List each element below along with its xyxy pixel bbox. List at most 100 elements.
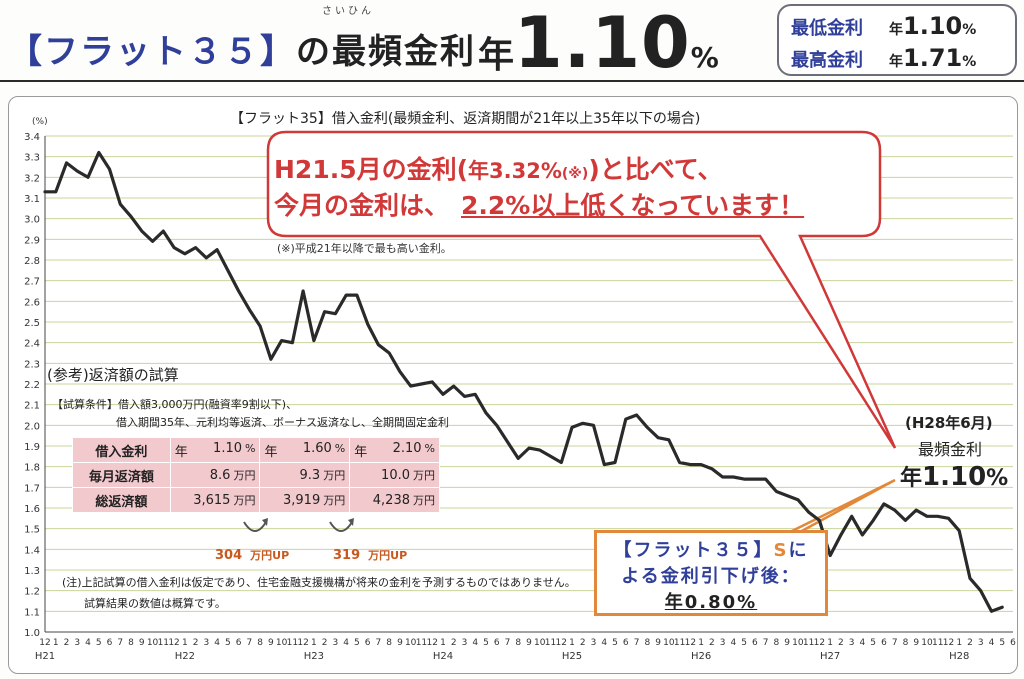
series-layer bbox=[43, 150, 1004, 613]
current-rate: 年1.10% bbox=[900, 460, 1008, 492]
x-tick-label: 3 bbox=[333, 638, 339, 648]
x-tick-label: 10 bbox=[663, 638, 675, 648]
x-tick-label: 9 bbox=[139, 638, 145, 648]
x-year-label: H27 bbox=[820, 651, 840, 662]
y-tick-label: 1.4 bbox=[24, 545, 40, 556]
x-year-label: H23 bbox=[304, 651, 324, 662]
callout-line-2: 今月の金利は、 2.2%以上低くなっています！ bbox=[274, 186, 804, 222]
x-tick-label: 5 bbox=[999, 638, 1005, 648]
x-tick-label: 6 bbox=[107, 638, 113, 648]
callout-bubble bbox=[266, 130, 897, 449]
headline-rate-value: 1.10 bbox=[514, 2, 691, 84]
x-tick-label: 5 bbox=[870, 638, 876, 648]
x-tick-label: 7 bbox=[634, 638, 640, 648]
y-axis-ticks: 1.0 1.1 1.2 1.3 1.4 1.5 1.6 1.7 1.8 1.9 2.0 2.1 2.2 2… bbox=[24, 117, 47, 639]
min-rate-prefix: 年 bbox=[889, 22, 903, 38]
cell-unit: % bbox=[245, 441, 256, 455]
table-cell: 年 1.10% bbox=[169, 437, 261, 463]
x-tick-label: 1 bbox=[569, 638, 575, 648]
x-tick-label: 7 bbox=[763, 638, 769, 648]
y-tick-label: 1.3 bbox=[24, 566, 40, 577]
x-tick-label: 4 bbox=[214, 638, 220, 648]
x-tick-label: 4 bbox=[472, 638, 478, 648]
flat35s-line-2: よる金利引下げ後： bbox=[621, 566, 801, 587]
diff-arrow-2-head bbox=[348, 518, 354, 526]
callout-note: (※)平成21年以降で最も高い金利。 bbox=[277, 242, 452, 255]
x-tick-label: 8 bbox=[515, 638, 521, 648]
table-cell: 3,615 万円 bbox=[169, 487, 261, 513]
table-cell: 年 1.60% bbox=[259, 437, 351, 463]
x-tick-label: 12 bbox=[426, 638, 437, 648]
flat35s-s: S bbox=[773, 540, 789, 561]
y-tick-label: 1.1 bbox=[24, 607, 40, 618]
table-cell: 8.6 万円 bbox=[169, 462, 261, 488]
cell-value: 4,238 bbox=[372, 493, 410, 508]
x-tick-label: 12 bbox=[168, 638, 179, 648]
x-tick-label: 12 bbox=[556, 638, 567, 648]
x-tick-label: 11 bbox=[674, 638, 685, 648]
cell-unit: 万円 bbox=[323, 494, 346, 507]
y-tick-label: 1.0 bbox=[24, 628, 40, 639]
diff-label-2: 319 万円UP bbox=[333, 544, 407, 563]
min-rate-row: 最低金利 年1.10% bbox=[791, 12, 976, 40]
cell-value: 8.6 bbox=[209, 468, 231, 483]
series-line bbox=[43, 150, 1004, 613]
cell-unit: 万円 bbox=[233, 469, 256, 482]
x-tick-label: 6 bbox=[752, 638, 758, 648]
y-tick-label: 1.2 bbox=[24, 587, 40, 598]
x-tick-label: 5 bbox=[354, 638, 360, 648]
current-label: 最頻金利 bbox=[918, 440, 983, 459]
y-tick-label: 1.8 bbox=[24, 463, 40, 474]
x-tick-label: 3 bbox=[978, 638, 984, 648]
callout-line-1-b: 年3.32% bbox=[468, 159, 562, 183]
x-year-label: H22 bbox=[175, 651, 195, 662]
x-tick-label: 8 bbox=[903, 638, 909, 648]
x-tick-label: 10 bbox=[534, 638, 546, 648]
reference-condition-1: 【試算条件】借入額3,000万円(融資率9割以下)、 bbox=[52, 398, 298, 411]
x-tick-label: 10 bbox=[147, 638, 159, 648]
x-tick-label: 8 bbox=[386, 638, 392, 648]
x-tick-label: 12 bbox=[814, 638, 825, 648]
diff-arrows bbox=[243, 518, 354, 532]
x-tick-label: 11 bbox=[545, 638, 556, 648]
row-label: 借入金利 bbox=[72, 437, 171, 463]
diff-value: 304 bbox=[215, 548, 243, 563]
x-tick-label: 4 bbox=[730, 638, 736, 648]
x-year-label: H25 bbox=[562, 651, 582, 662]
x-tick-label: 3 bbox=[203, 638, 209, 648]
x-tick-label: 1 bbox=[698, 638, 704, 648]
y-tick-label: 2.5 bbox=[24, 318, 40, 329]
x-tick-label: 6 bbox=[494, 638, 500, 648]
x-tick-label: 11 bbox=[416, 638, 427, 648]
row-label: 総返済額 bbox=[72, 487, 171, 513]
y-tick-label: 1.6 bbox=[24, 504, 40, 515]
current-rate-unit: % bbox=[986, 466, 1009, 491]
x-axis-ticks: 12 1 2 3 4 5 6 7 8 9 10 11 12 1 2 3 4 5 6 7 8 9 10 11 12 1 2 3 4 5 6 7 8… bbox=[35, 638, 1016, 662]
y-tick-label: 2.8 bbox=[24, 256, 40, 267]
x-tick-label: 5 bbox=[96, 638, 102, 648]
x-tick-label: 2 bbox=[709, 638, 715, 648]
y-tick-label: 2.6 bbox=[24, 297, 40, 308]
y-tick-label: 2.7 bbox=[24, 277, 40, 288]
diff-value: 319 bbox=[333, 548, 361, 563]
table-cell: 4,238 万円 bbox=[349, 487, 440, 513]
cell-value: 9.3 bbox=[299, 468, 321, 483]
y-tick-label: 3.3 bbox=[24, 153, 40, 164]
callout-line-1-a: H21.5月の金利( bbox=[274, 155, 469, 184]
x-tick-label: 9 bbox=[526, 638, 532, 648]
x-year-label: H28 bbox=[949, 651, 969, 662]
x-tick-label: 7 bbox=[117, 638, 123, 648]
x-tick-label: 5 bbox=[483, 638, 489, 648]
diff-unit: 万円UP bbox=[368, 549, 408, 562]
x-tick-label: 9 bbox=[913, 638, 919, 648]
cell-value: 1.10 bbox=[213, 440, 242, 456]
flat35s-line-3: 年0.80% bbox=[664, 592, 758, 613]
x-tick-label: 10 bbox=[921, 638, 933, 648]
table-cell: 年 2.10% bbox=[349, 437, 440, 463]
table-cell: 3,919 万円 bbox=[259, 487, 351, 513]
y-tick-label: 3.0 bbox=[24, 215, 40, 226]
diff-arrow-1 bbox=[243, 521, 267, 532]
reference-note-2: 試算結果の数値は概算です。 bbox=[84, 597, 226, 610]
callout-line-2-b: 2.2%以上低くなっています！ bbox=[461, 191, 805, 220]
